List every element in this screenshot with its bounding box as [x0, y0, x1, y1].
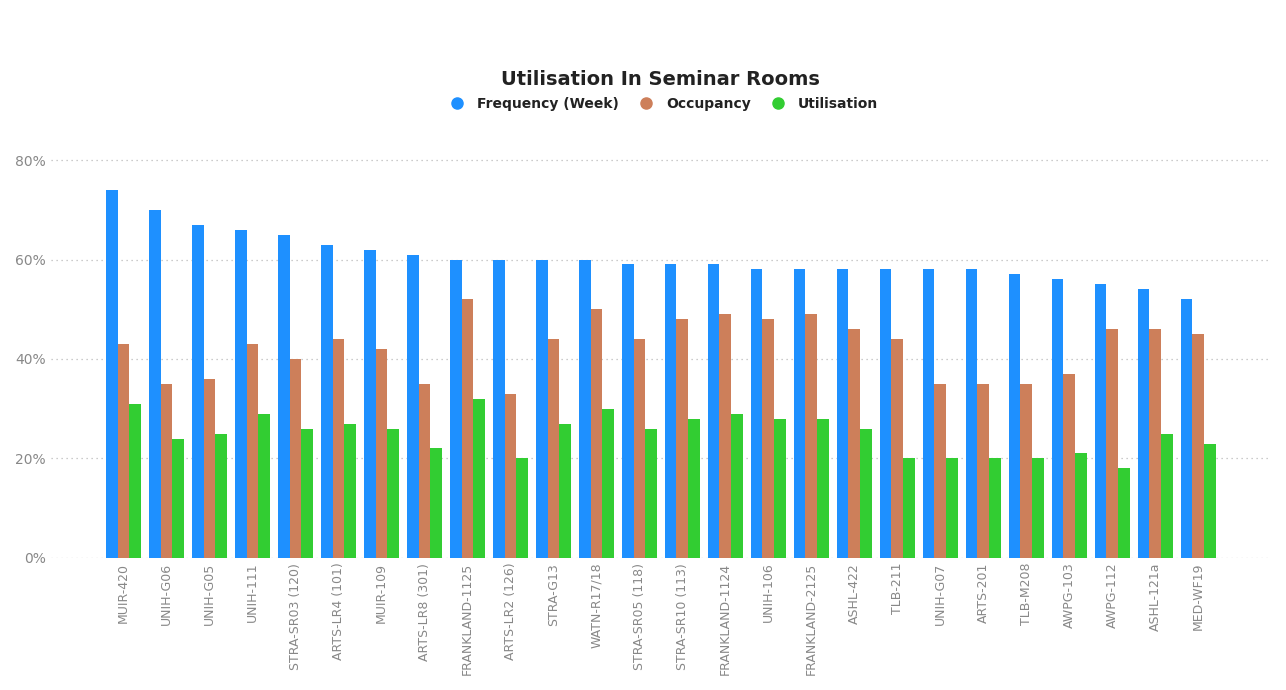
Bar [688, 419, 700, 558]
Bar [203, 379, 215, 558]
Bar [891, 339, 903, 558]
Bar [903, 458, 914, 558]
Bar [105, 190, 118, 558]
Bar [333, 339, 345, 558]
Bar [172, 439, 184, 558]
Bar [977, 384, 989, 558]
Bar [1118, 469, 1129, 558]
Bar [406, 255, 418, 558]
Bar [215, 433, 226, 558]
Bar [590, 309, 602, 558]
Bar [301, 428, 312, 558]
Bar [431, 448, 442, 558]
Bar [1094, 284, 1106, 558]
Bar [235, 230, 247, 558]
Bar [935, 384, 946, 558]
Bar [730, 414, 743, 558]
Bar [676, 319, 688, 558]
Bar [289, 359, 301, 558]
Bar [376, 349, 387, 558]
Bar [634, 339, 646, 558]
Bar [1161, 433, 1173, 558]
Legend: Frequency (Week), Occupancy, Utilisation: Frequency (Week), Occupancy, Utilisation [439, 91, 883, 117]
Bar [1075, 453, 1087, 558]
Bar [793, 270, 805, 558]
Bar [817, 419, 828, 558]
Bar [247, 344, 258, 558]
Bar [322, 244, 333, 558]
Bar [860, 428, 872, 558]
Bar [493, 259, 504, 558]
Bar [646, 428, 657, 558]
Bar [149, 210, 161, 558]
Bar [707, 264, 719, 558]
Bar [548, 339, 559, 558]
Bar [462, 299, 473, 558]
Bar [719, 314, 730, 558]
Bar [536, 259, 548, 558]
Bar [1150, 329, 1161, 558]
Bar [622, 264, 634, 558]
Bar [1204, 444, 1215, 558]
Bar [1064, 374, 1075, 558]
Bar [579, 259, 590, 558]
Bar [923, 270, 935, 558]
Bar [805, 314, 817, 558]
Bar [345, 424, 356, 558]
Bar [751, 270, 763, 558]
Bar [849, 329, 860, 558]
Bar [763, 319, 774, 558]
Bar [1138, 289, 1150, 558]
Bar [387, 428, 399, 558]
Bar [1052, 279, 1064, 558]
Bar [774, 419, 786, 558]
Bar [258, 414, 270, 558]
Bar [118, 344, 130, 558]
Bar [559, 424, 571, 558]
Bar [192, 225, 203, 558]
Bar [1192, 334, 1204, 558]
Bar [161, 384, 172, 558]
Bar [602, 408, 613, 558]
Bar [1031, 458, 1043, 558]
Bar [880, 270, 891, 558]
Bar [1020, 384, 1031, 558]
Bar [504, 394, 516, 558]
Bar [450, 259, 462, 558]
Bar [130, 404, 141, 558]
Bar [1008, 275, 1020, 558]
Bar [364, 250, 376, 558]
Bar [966, 270, 977, 558]
Bar [516, 458, 527, 558]
Title: Utilisation In Seminar Rooms: Utilisation In Seminar Rooms [502, 70, 820, 89]
Bar [837, 270, 849, 558]
Bar [1181, 299, 1192, 558]
Bar [1106, 329, 1118, 558]
Bar [665, 264, 676, 558]
Bar [278, 235, 289, 558]
Bar [418, 384, 431, 558]
Bar [946, 458, 958, 558]
Bar [473, 399, 485, 558]
Bar [989, 458, 1001, 558]
